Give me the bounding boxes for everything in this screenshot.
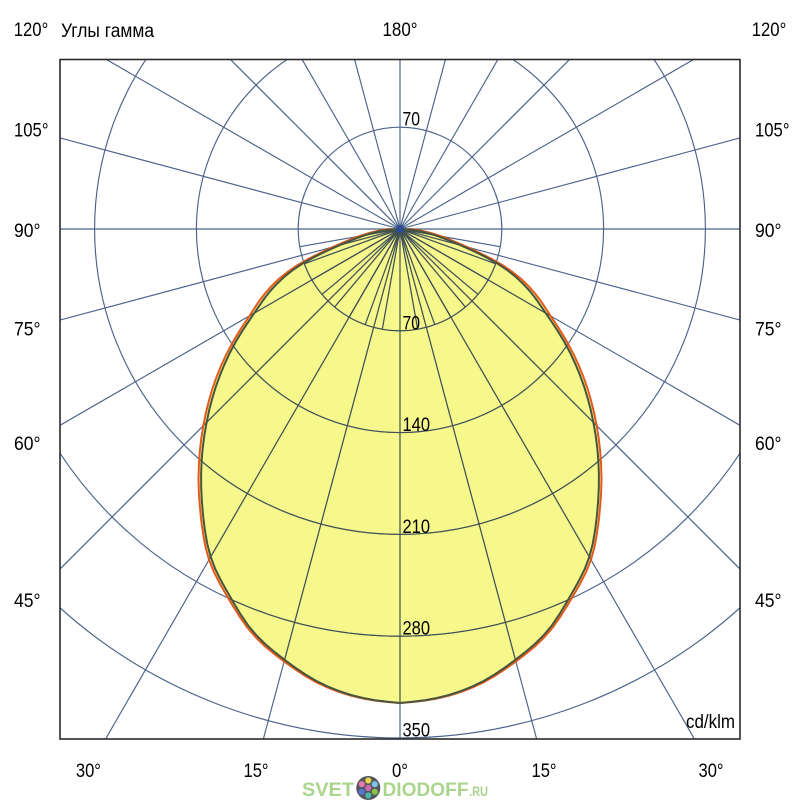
svg-text:140: 140	[403, 415, 431, 436]
svg-text:90°: 90°	[14, 221, 41, 242]
svg-text:Углы гамма: Углы гамма	[61, 21, 154, 42]
svg-text:60°: 60°	[14, 434, 41, 455]
svg-text:60°: 60°	[755, 434, 782, 455]
svg-text:cd/klm: cd/klm	[686, 712, 735, 733]
svg-text:0°: 0°	[392, 761, 408, 782]
svg-text:105°: 105°	[755, 120, 790, 141]
svg-text:180°: 180°	[383, 20, 418, 41]
svg-text:.RU: .RU	[469, 783, 488, 799]
svg-text:30°: 30°	[699, 761, 724, 782]
svg-text:75°: 75°	[755, 320, 782, 341]
svg-text:45°: 45°	[14, 591, 41, 612]
svg-text:120°: 120°	[752, 20, 787, 41]
svg-text:SVET: SVET	[302, 780, 354, 800]
svg-text:15°: 15°	[532, 761, 557, 782]
svg-text:45°: 45°	[755, 591, 782, 612]
svg-text:15°: 15°	[244, 761, 269, 782]
svg-text:30°: 30°	[76, 761, 101, 782]
svg-text:70: 70	[403, 313, 421, 334]
svg-text:350: 350	[403, 720, 431, 741]
svg-text:105°: 105°	[14, 120, 49, 141]
svg-text:210: 210	[403, 517, 431, 538]
svg-text:DIODOFF: DIODOFF	[383, 780, 469, 800]
svg-text:120°: 120°	[14, 20, 49, 41]
svg-text:280: 280	[403, 619, 431, 640]
svg-text:70: 70	[403, 110, 421, 131]
svg-text:90°: 90°	[755, 221, 782, 242]
svg-text:75°: 75°	[14, 320, 41, 341]
